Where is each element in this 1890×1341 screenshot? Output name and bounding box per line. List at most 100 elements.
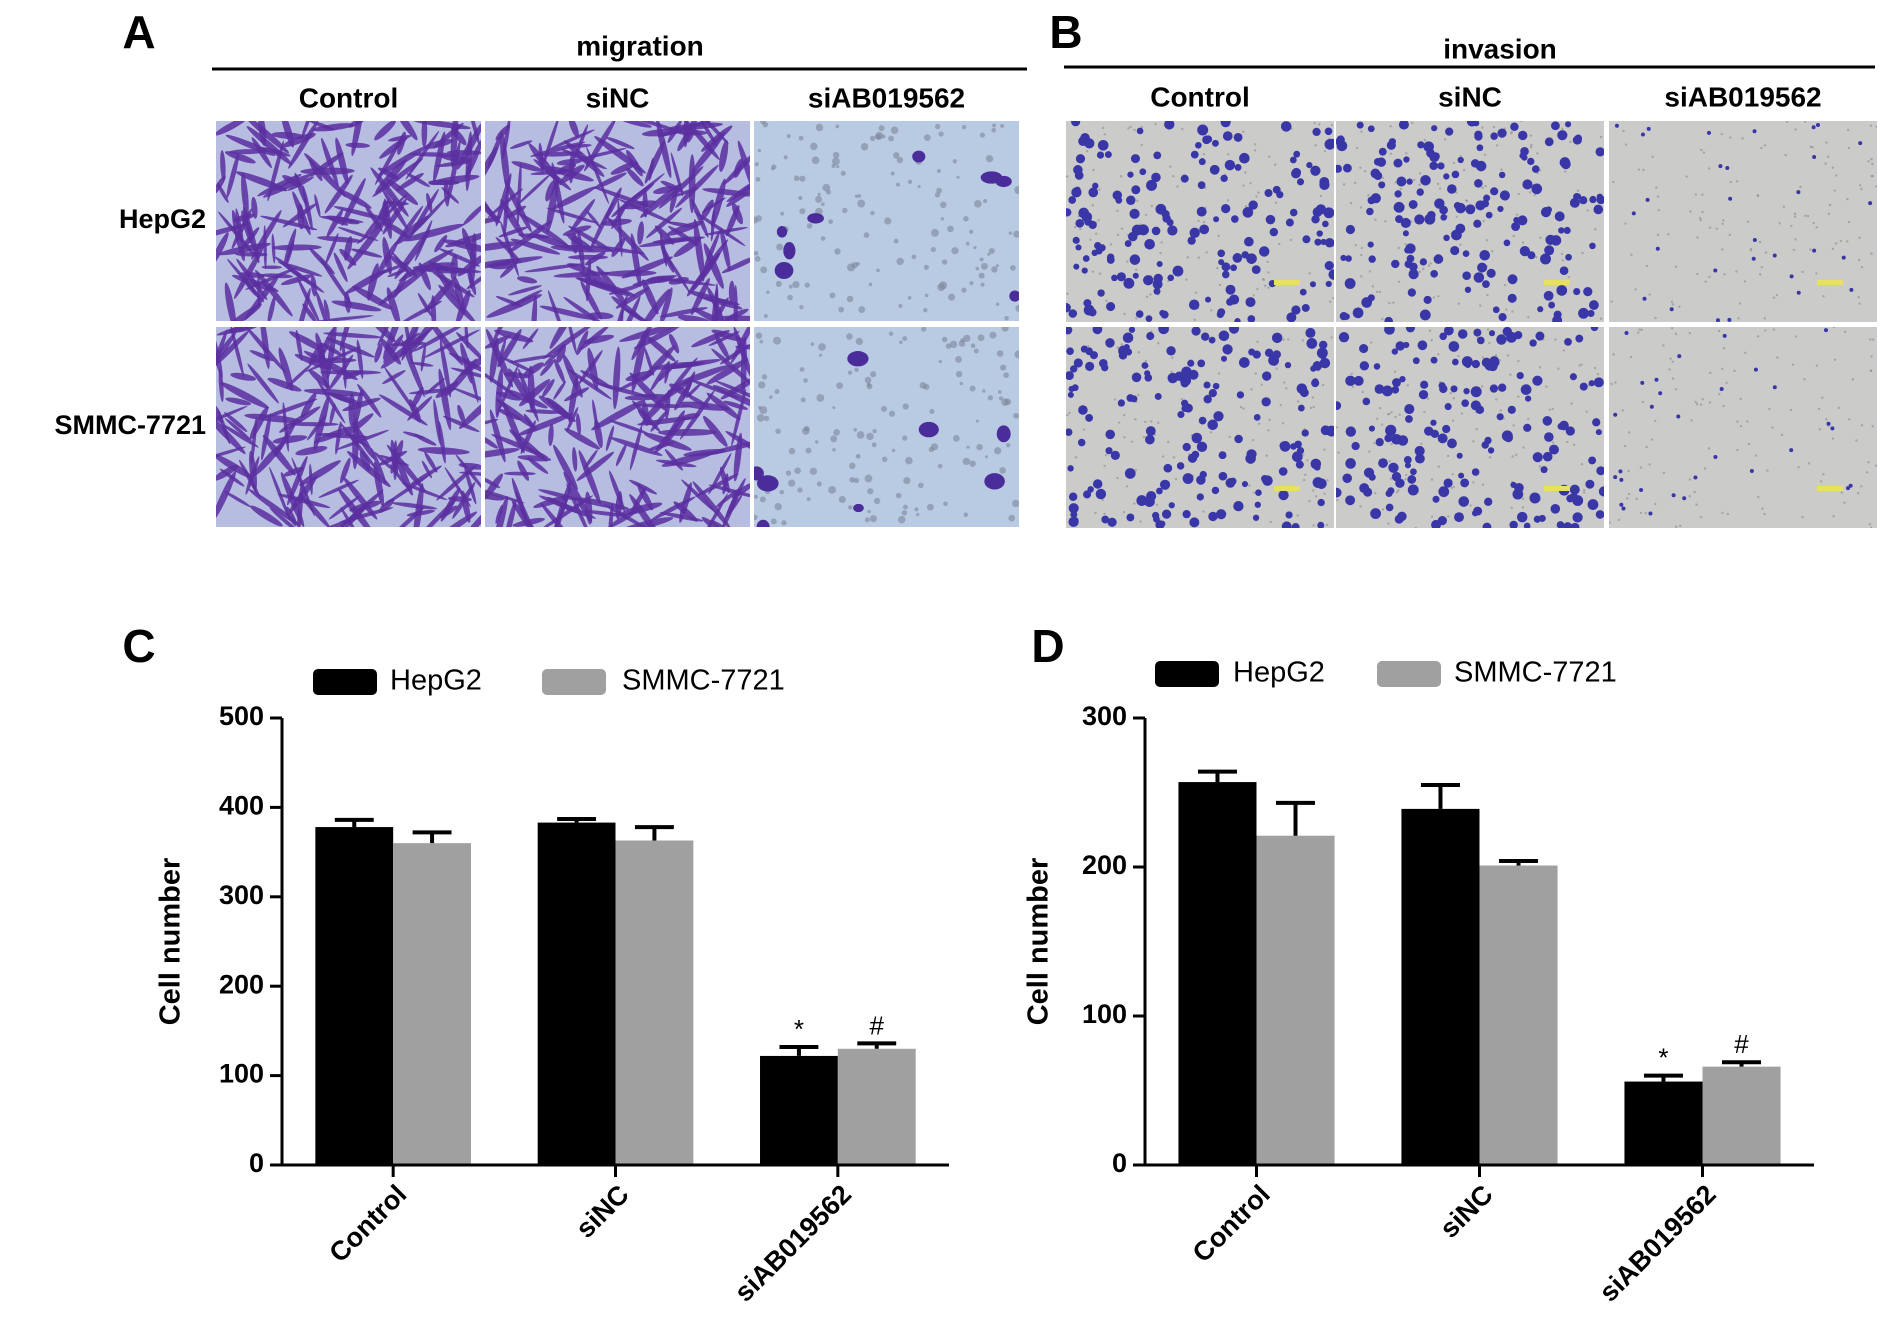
cell <box>1309 281 1316 288</box>
cell <box>1163 463 1173 473</box>
pore <box>1511 455 1514 458</box>
cell <box>1124 240 1132 247</box>
pore <box>1252 491 1256 494</box>
pore <box>1847 220 1851 224</box>
cell <box>1279 441 1291 452</box>
cell <box>1297 404 1305 412</box>
pore <box>1159 251 1162 255</box>
pore <box>805 447 812 454</box>
cell <box>1385 489 1393 497</box>
cell <box>1130 395 1138 403</box>
cell <box>485 473 503 500</box>
cell <box>553 381 566 400</box>
pore <box>1634 288 1637 291</box>
pore <box>1738 302 1742 305</box>
pore <box>1674 388 1678 391</box>
pore <box>1098 272 1102 275</box>
pore <box>917 185 921 189</box>
cell <box>434 235 448 253</box>
pore <box>975 266 980 271</box>
cell <box>605 215 649 261</box>
cell <box>1429 161 1438 171</box>
cell <box>423 139 454 149</box>
pore <box>1793 212 1797 216</box>
pore <box>810 142 818 151</box>
pore <box>1494 354 1498 357</box>
cell <box>624 393 669 401</box>
pore <box>1423 139 1427 142</box>
cell <box>511 500 541 527</box>
cell <box>1230 264 1237 272</box>
cell <box>442 239 481 254</box>
cell <box>457 252 481 277</box>
cell <box>485 196 498 225</box>
cell <box>722 149 750 186</box>
pore <box>1008 231 1013 235</box>
pore <box>1360 246 1364 250</box>
cell <box>1408 200 1418 209</box>
pore <box>903 477 911 485</box>
pore <box>1460 412 1464 415</box>
cell <box>1211 139 1219 147</box>
pore <box>1741 137 1744 140</box>
pore <box>1725 381 1728 385</box>
pore <box>1694 193 1698 196</box>
cell <box>1209 164 1220 175</box>
pore <box>1817 407 1821 411</box>
cell <box>347 220 386 270</box>
pore <box>1776 356 1779 359</box>
cell <box>346 451 391 488</box>
significance-marker: # <box>1734 1029 1749 1059</box>
cell <box>1588 456 1597 465</box>
pore <box>1422 267 1425 271</box>
pore <box>1359 166 1362 169</box>
cell <box>847 351 869 367</box>
bar <box>537 822 616 1165</box>
cell <box>496 391 521 401</box>
cell <box>538 142 544 175</box>
pore <box>1794 128 1797 131</box>
pore <box>911 254 917 260</box>
cell <box>701 493 728 527</box>
cell <box>1195 141 1202 149</box>
pore <box>907 296 912 300</box>
row-label: SMMC-7721 <box>54 410 206 440</box>
cell <box>1523 423 1532 432</box>
pore <box>914 507 919 512</box>
pore <box>1436 182 1440 186</box>
pore <box>1314 495 1318 498</box>
cell <box>328 495 361 520</box>
pore <box>952 159 957 164</box>
pore <box>1137 393 1140 397</box>
cell <box>387 135 412 142</box>
cell <box>262 398 318 419</box>
cell <box>464 139 481 180</box>
cell <box>428 261 450 272</box>
cell <box>1420 380 1429 389</box>
cell <box>1475 405 1485 415</box>
cell <box>1164 121 1175 130</box>
pore <box>938 360 942 364</box>
pore <box>1137 351 1141 354</box>
cell <box>1501 430 1513 442</box>
cell <box>1225 284 1236 295</box>
cell <box>1320 425 1331 436</box>
pore <box>1498 358 1502 362</box>
cell <box>1465 204 1476 215</box>
cell <box>389 255 418 277</box>
pore <box>1404 243 1407 246</box>
cell <box>1451 358 1459 366</box>
cell <box>1123 277 1135 289</box>
pore <box>1256 287 1259 291</box>
y-axis-label: Cell number <box>1023 858 1055 1026</box>
pore <box>1503 283 1507 287</box>
cell <box>1430 419 1437 426</box>
cell <box>1367 125 1375 133</box>
cell <box>1284 361 1292 369</box>
pore <box>847 370 853 375</box>
pore <box>818 343 826 351</box>
pore <box>1522 446 1525 449</box>
cell <box>1325 280 1332 288</box>
cell <box>1306 162 1313 169</box>
cell <box>1463 387 1470 395</box>
